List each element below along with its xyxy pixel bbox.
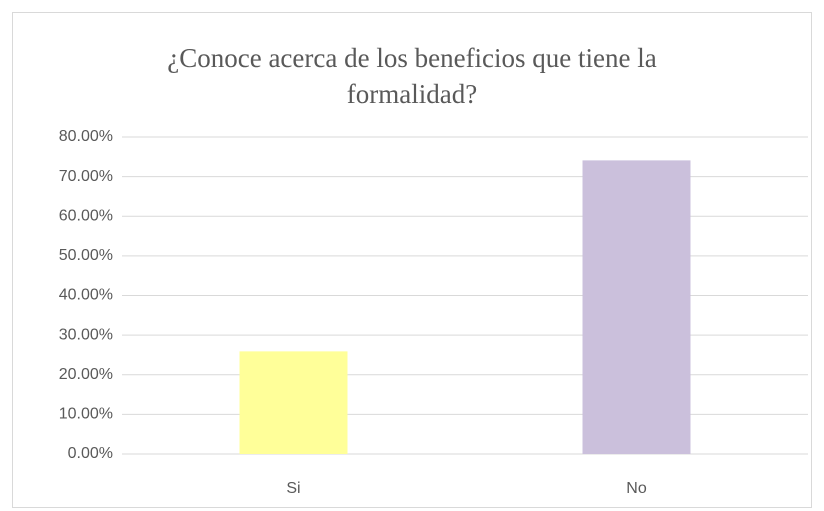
bar	[239, 351, 348, 454]
y-tick-label: 80.00%	[59, 128, 113, 145]
y-tick-label: 0.00%	[68, 445, 113, 462]
chart-title: ¿Conoce acerca de los beneficios que tie…	[167, 43, 657, 109]
bar	[582, 160, 691, 454]
y-tick-label: 40.00%	[59, 287, 113, 304]
y-tick-label: 20.00%	[59, 366, 113, 383]
y-tick-label: 30.00%	[59, 326, 113, 343]
x-tick-label: Si	[286, 480, 300, 497]
y-tick-label: 10.00%	[59, 406, 113, 423]
y-tick-label: 50.00%	[59, 247, 113, 264]
y-tick-label: 60.00%	[59, 207, 113, 224]
x-tick-label: No	[626, 480, 647, 497]
y-tick-label: 70.00%	[59, 168, 113, 185]
